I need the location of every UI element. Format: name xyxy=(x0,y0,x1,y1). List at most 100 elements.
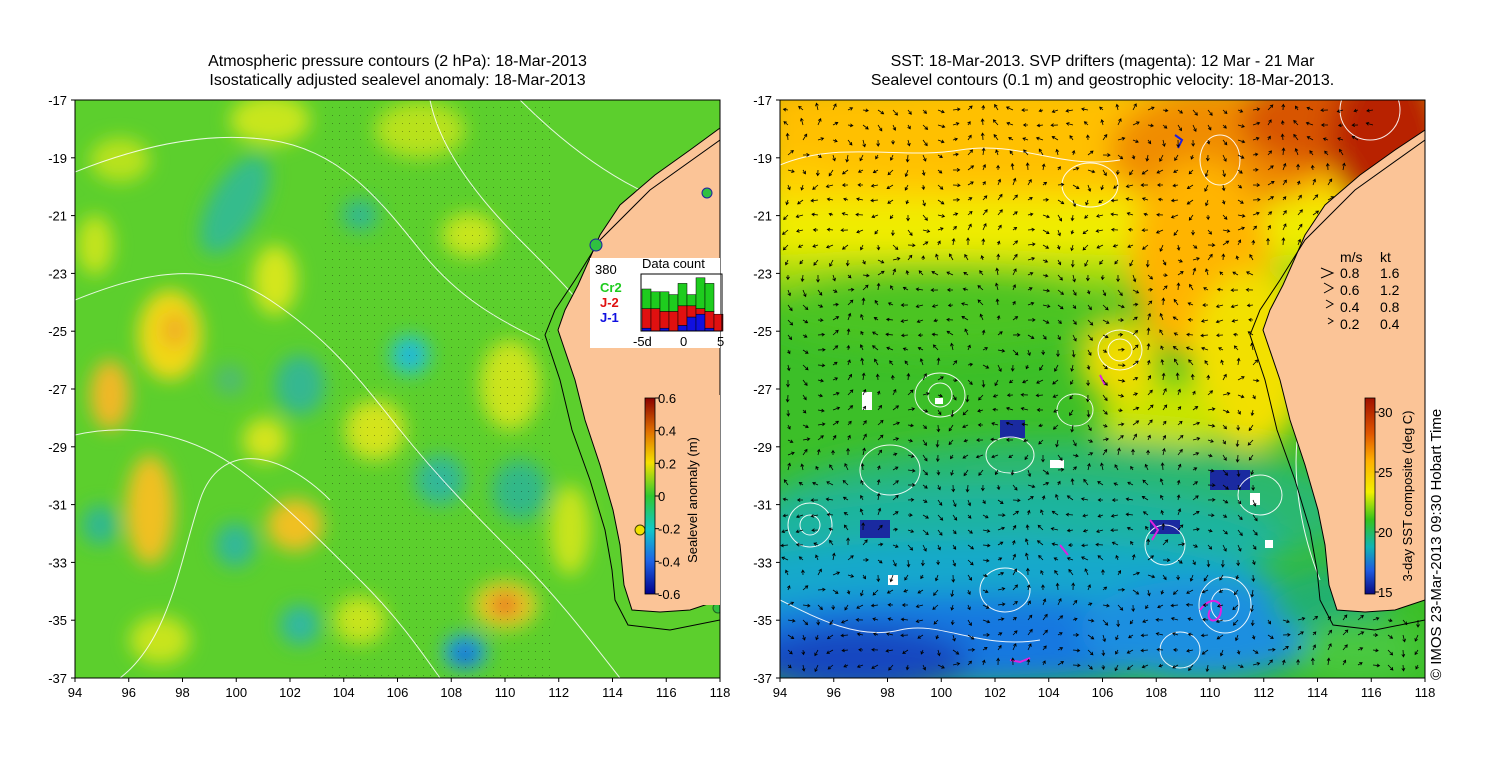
velocity-arrow xyxy=(892,494,899,501)
velocity-legend-ms: 0.2 xyxy=(1340,316,1360,332)
velocity-arrow xyxy=(902,347,909,351)
coastline-right xyxy=(1262,129,1425,613)
velocity-arrow xyxy=(802,153,810,157)
velocity-arrow xyxy=(876,390,881,396)
legend-cr2: Cr2 xyxy=(600,280,622,295)
velocity-arrow xyxy=(1022,123,1028,127)
velocity-arrow xyxy=(787,169,795,173)
velocity-arrow xyxy=(980,484,985,492)
velocity-arrow xyxy=(847,405,854,411)
velocity-arrow xyxy=(1102,289,1107,297)
velocity-arrow xyxy=(1035,136,1044,141)
velocity-arrow xyxy=(1161,523,1166,531)
velocity-arrow xyxy=(1207,229,1213,235)
velocity-arrow xyxy=(1022,137,1029,141)
velocity-arrow xyxy=(1041,349,1046,356)
left-latitude-axis: -17 -19 -21 -23 -25 -27 -29 -31 -33 -35 -37 xyxy=(48,93,75,686)
velocity-arrow xyxy=(1222,544,1227,552)
velocity-arrow xyxy=(1042,214,1050,219)
velocity-arrow xyxy=(847,312,852,321)
velocity-arrow xyxy=(862,558,869,562)
velocity-arrow xyxy=(799,259,804,265)
velocity-arrow xyxy=(1036,379,1044,384)
velocity-arrow xyxy=(1201,589,1209,594)
lon-tick-label: 100 xyxy=(225,685,247,700)
velocity-arrow xyxy=(1190,373,1195,381)
sla-colorbar: 0.6 0.4 0.2 0 -0.2 -0.4 -0.6 Sealevel anomaly … xyxy=(644,391,720,605)
velocity-arrow xyxy=(787,424,791,430)
velocity-arrow xyxy=(1100,184,1104,191)
velocity-arrow xyxy=(892,480,899,486)
velocity-arrow xyxy=(997,644,1002,651)
velocity-arrow xyxy=(935,454,940,463)
velocity-arrow xyxy=(1069,394,1074,400)
velocity-arrow xyxy=(1147,375,1151,381)
velocity-arrow xyxy=(862,539,868,546)
velocity-arrow xyxy=(907,529,915,533)
velocity-arrow xyxy=(1140,633,1149,638)
velocity-arrow xyxy=(917,634,924,639)
velocity-arrow xyxy=(877,419,884,426)
velocity-arrow xyxy=(932,604,939,610)
lon-tick-label: 98 xyxy=(880,685,894,700)
velocity-arrow xyxy=(1084,568,1089,576)
velocity-arrow xyxy=(937,124,946,129)
velocity-arrow xyxy=(1173,298,1179,306)
velocity-arrow xyxy=(992,394,999,398)
velocity-arrow xyxy=(892,268,897,276)
velocity-arrow xyxy=(862,420,867,426)
velocity-arrow xyxy=(782,513,789,518)
velocity-arrow xyxy=(832,289,838,293)
velocity-arrow xyxy=(892,559,897,567)
colorbar-tick-label: 0.6 xyxy=(658,391,676,406)
velocity-arrow xyxy=(787,451,795,456)
velocity-arrow xyxy=(903,589,909,593)
velocity-arrow xyxy=(1207,497,1216,502)
velocity-arrow xyxy=(1132,139,1139,143)
sst-colorbar-scale xyxy=(1364,397,1376,595)
velocity-arrow xyxy=(952,662,961,666)
velocity-arrow xyxy=(996,240,1001,246)
velocity-arrow xyxy=(997,557,1003,561)
velocity-arrow xyxy=(1252,544,1257,550)
velocity-arrow xyxy=(876,492,881,501)
velocity-arrow xyxy=(997,499,1004,504)
velocity-arrow xyxy=(1038,108,1044,113)
velocity-arrow xyxy=(787,304,793,312)
velocity-arrow xyxy=(1282,179,1287,186)
velocity-arrow xyxy=(1248,424,1254,432)
velocity-arrow xyxy=(829,619,834,626)
velocity-arrow xyxy=(1126,664,1134,670)
velocity-arrow xyxy=(967,134,972,141)
velocity-arrow xyxy=(1012,194,1018,201)
lon-tick-label: 100 xyxy=(930,685,952,700)
velocity-arrow xyxy=(832,552,836,561)
velocity-arrow xyxy=(877,404,883,411)
velocity-arrow xyxy=(991,422,999,426)
track-dots xyxy=(320,100,550,678)
velocity-arrow xyxy=(891,229,895,237)
velocity-arrow xyxy=(1222,409,1230,414)
velocity-arrow xyxy=(937,664,945,669)
velocity-arrow xyxy=(1252,394,1256,400)
velocity-arrow xyxy=(826,481,834,486)
velocity-arrow xyxy=(1070,259,1075,268)
velocity-arrow xyxy=(1252,152,1259,157)
velocity-arrow xyxy=(1082,513,1089,518)
velocity-arrow xyxy=(1267,619,1272,625)
velocity-arrow xyxy=(786,380,790,388)
velocity-arrow xyxy=(1072,334,1077,342)
velocity-arrow xyxy=(844,604,849,611)
velocity-arrow xyxy=(874,299,879,306)
velocity-arrow xyxy=(997,632,1003,636)
velocity-arrow xyxy=(996,657,1000,666)
velocity-arrow xyxy=(1205,664,1210,673)
velocity-arrow xyxy=(952,225,957,231)
velocity-arrow xyxy=(1145,604,1149,610)
velocity-arrow xyxy=(817,137,825,141)
velocity-arrow xyxy=(1247,439,1254,446)
velocity-arrow xyxy=(1051,510,1059,516)
velocity-arrow xyxy=(935,634,940,640)
velocity-arrow xyxy=(982,619,991,624)
velocity-arrow xyxy=(1012,498,1021,503)
